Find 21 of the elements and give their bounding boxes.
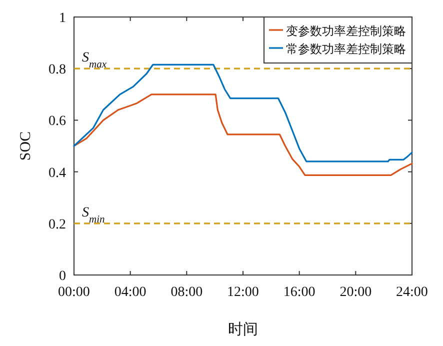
ref-line-label: S$_{max}$	[82, 50, 107, 70]
y-tick-label: 0.8	[48, 62, 66, 78]
x-axis-title: 时间	[228, 321, 258, 338]
ref-line-label: S$_{min}$	[82, 205, 105, 225]
x-tick-label: 00:00	[58, 285, 90, 300]
y-tick-label: 0.2	[48, 217, 66, 232]
legend-label: 常参数功率差控制策略	[286, 42, 406, 56]
y-tick-label: 0	[59, 269, 66, 284]
x-tick-label: 20:00	[340, 285, 372, 300]
y-tick-label: 0.6	[48, 114, 66, 130]
y-tick-label: 1	[59, 11, 66, 26]
legend-label: 变参数功率差控制策略	[286, 24, 406, 38]
x-tick-label: 24:00	[396, 285, 428, 300]
y-tick-label: 0.4	[48, 166, 66, 181]
y-axis-title: SOC	[18, 131, 34, 161]
x-tick-label: 12:00	[227, 285, 259, 300]
line-series	[73, 94, 413, 176]
x-tick-label: 04:00	[114, 285, 146, 300]
line-series	[73, 64, 413, 162]
x-tick-label: 08:00	[170, 285, 203, 300]
x-tick-label: 16:00	[283, 285, 316, 300]
